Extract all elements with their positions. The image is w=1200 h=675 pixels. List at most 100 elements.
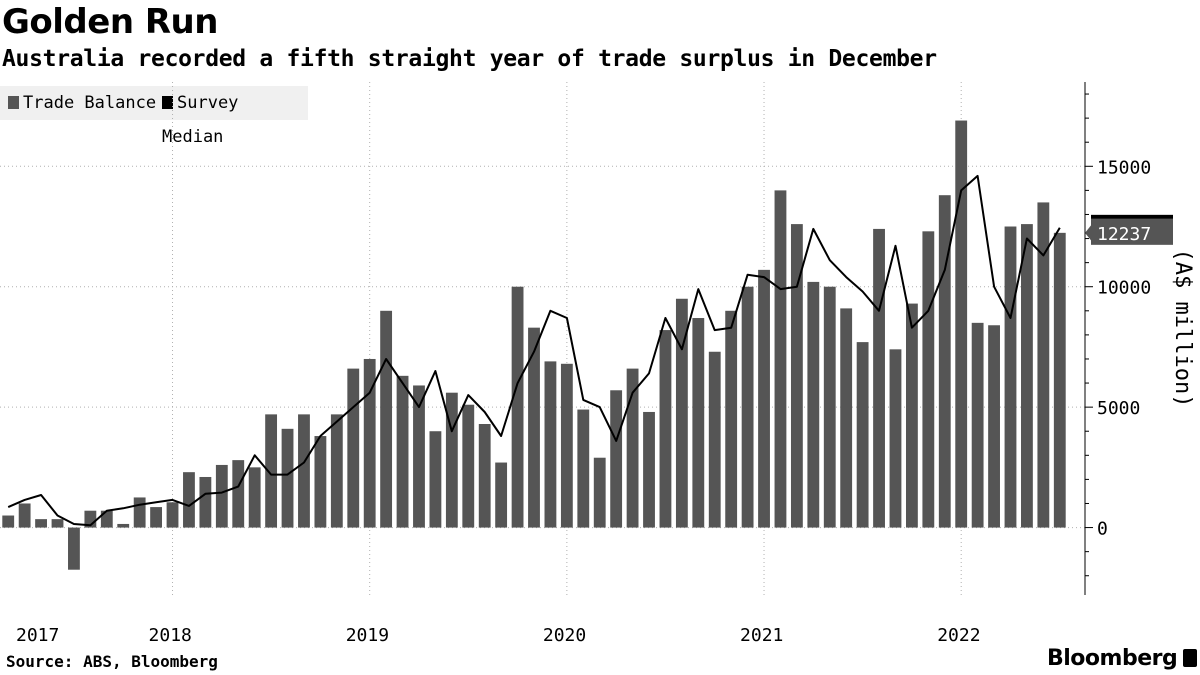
bar-trade-balance [133,497,146,528]
bloomberg-logo: Bloomberg [1047,646,1198,671]
bar-trade-balance [363,358,376,528]
bar-trade-balance [988,325,1000,528]
line-survey-median [7,174,1061,527]
bar-trade-balance [117,523,130,528]
bar-trade-balance [560,363,573,528]
bar-trade-balance [314,436,327,528]
bar-trade-balance [873,228,885,528]
bar-trade-balance [511,286,524,528]
legend-item-trade-balance: Trade Balance [8,86,156,120]
y-tick-label: 15000 [1097,157,1151,178]
bar-trade-balance [544,361,557,528]
bar-trade-balance [215,464,228,528]
last-value-box [1091,218,1173,245]
x-tick-label: 2021 [740,625,783,646]
bar-trade-balance [675,298,688,528]
bar-trade-balance [1053,232,1066,528]
bar-trade-balance [478,424,491,528]
y-axis-label: (A$ million) [1170,249,1195,408]
bar-trade-balance [758,269,770,528]
bar-trade-balance [100,510,113,528]
bar-series-trade-balance [2,120,1066,570]
bar-trade-balance [281,428,294,528]
bar-trade-balance [84,510,97,528]
legend-swatch-survey-median [162,96,173,109]
bar-trade-balance [790,224,803,528]
brand-text: Bloomberg [1047,646,1178,671]
source-note: Source: ABS, Bloomberg [6,652,218,671]
bar-trade-balance [856,342,869,528]
bar-trade-balance [577,409,590,528]
bar-trade-balance [938,195,951,528]
x-tick-label: 2018 [149,625,192,646]
line-series-survey-median [7,174,1061,527]
bar-trade-balance [971,322,984,528]
legend-label-survey-median: Survey Median [162,93,239,147]
y-tick-label: 0 [1097,519,1108,540]
last-value-pointer [1085,222,1093,243]
bar-trade-balance [166,502,179,528]
bar-trade-balance [692,318,705,528]
bar-trade-balance [905,303,918,528]
bar-trade-balance [807,281,820,528]
x-tick-label: 2019 [346,625,389,646]
y-axis: 0 5000 10000 15000 [1084,82,1151,595]
x-tick-label: 2022 [937,625,980,646]
bar-trade-balance [298,414,310,528]
bar-trade-balance [593,457,606,528]
legend-swatch-trade-balance [8,96,19,109]
bar-trade-balance [823,286,836,528]
last-value-median-marker [1091,214,1173,219]
bar-trade-balance [183,472,195,528]
bar-trade-balance [1004,226,1017,528]
bar-trade-balance [413,385,425,528]
bar-trade-balance [708,351,721,528]
bar-trade-balance [150,507,163,528]
bar-trade-balance [955,120,968,528]
bar-trade-balance [659,330,672,528]
bar-trade-balance [330,414,343,528]
y-tick-label: 10000 [1097,278,1151,299]
bar-trade-balance [626,368,639,528]
bar-trade-balance [462,404,475,528]
x-tick-label: 2020 [543,625,586,646]
bar-trade-balance [528,327,540,528]
bar-trade-balance [396,375,409,528]
bar-trade-balance [445,392,458,528]
bar-trade-balance [347,368,360,528]
bar-trade-balance [1021,224,1033,528]
last-value-label: 12237 [1097,224,1151,245]
bar-trade-balance [643,411,655,528]
bar-trade-balance [199,476,212,528]
x-axis-labels: 2017 2018 2019 2020 2021 2022 [16,625,981,646]
y-tick-label: 5000 [1097,398,1140,419]
bar-trade-balance [232,460,245,528]
chart-title: Golden Run [2,2,218,42]
bar-trade-balance [774,190,787,528]
bar-trade-balance [51,519,64,528]
bar-trade-balance [35,519,47,528]
bar-trade-balance [610,390,623,528]
bar-trade-balance [725,310,738,528]
bar-trade-balance [18,503,31,528]
bar-trade-balance [495,462,508,528]
grid-lines [0,82,1085,595]
bloomberg-mark-icon [1183,649,1198,667]
bar-trade-balance [922,231,935,528]
bar-trade-balance [380,310,393,528]
bar-trade-balance [840,308,853,528]
bar-trade-balance [68,527,80,570]
legend-label-trade-balance: Trade Balance [23,93,157,113]
bar-trade-balance [889,349,902,528]
bar-trade-balance [1037,202,1050,528]
chart-subtitle: Australia recorded a fifth straight year… [2,46,937,72]
x-tick-label: 2017 [16,625,59,646]
bar-trade-balance [2,515,15,528]
bar-trade-balance [429,431,442,528]
bar-trade-balance [265,414,278,528]
last-value-tag: 12237 [1085,214,1173,245]
bar-trade-balance [248,467,261,528]
bar-trade-balance [741,286,754,528]
legend: Trade Balance Survey Median [0,86,308,147]
